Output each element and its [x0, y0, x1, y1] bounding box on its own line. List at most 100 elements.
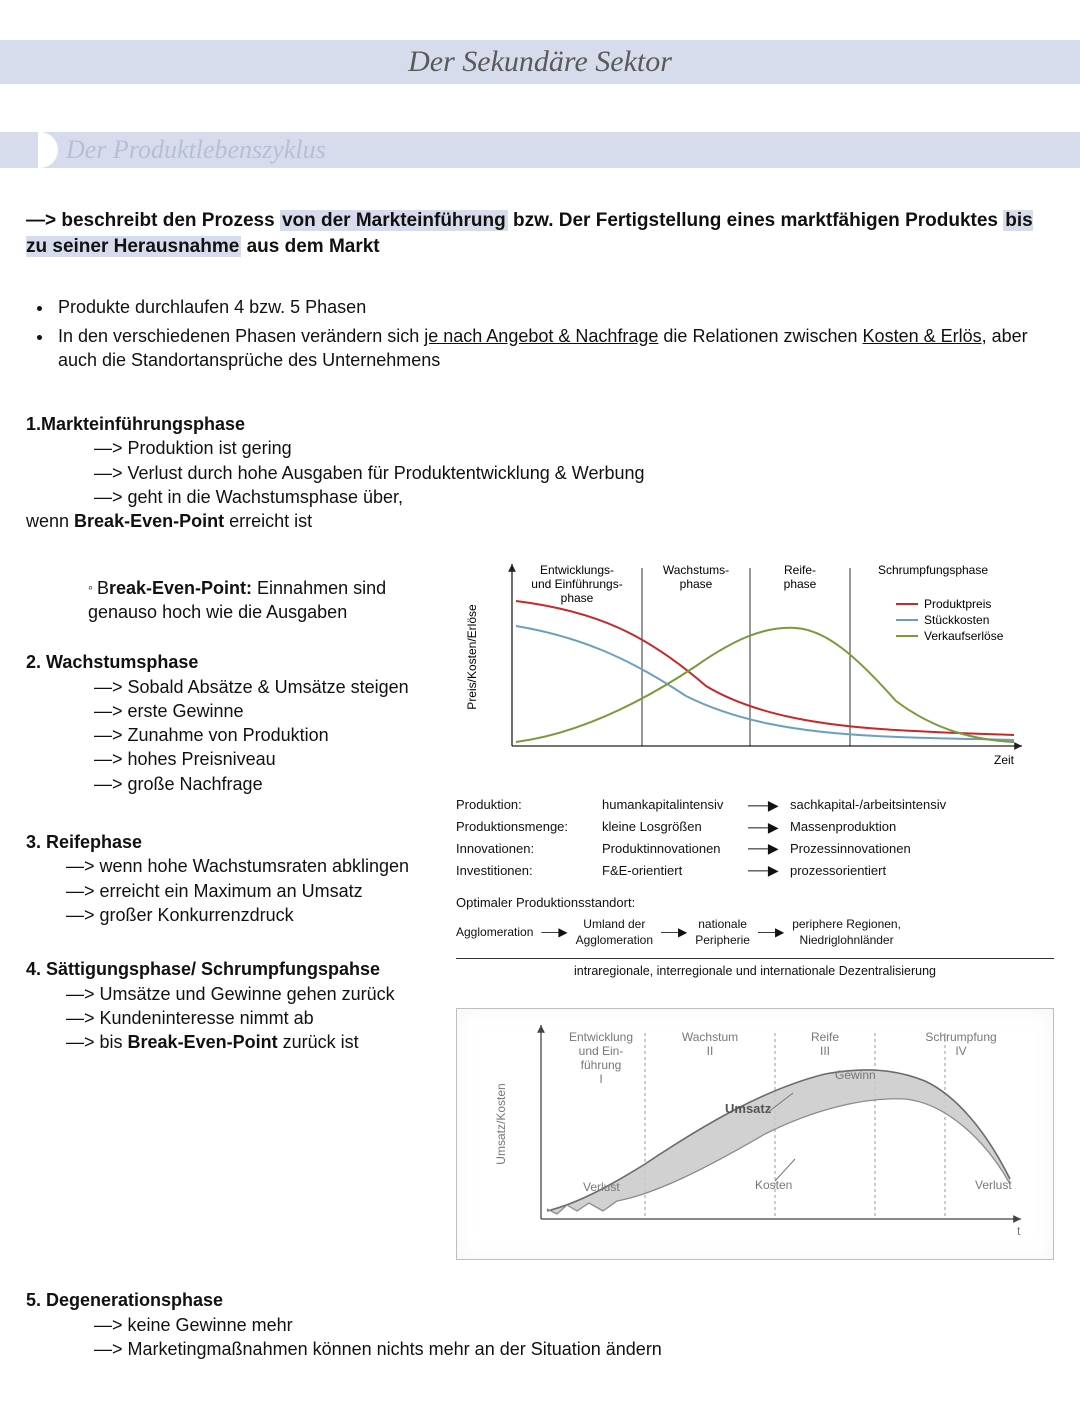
- svg-text:Kosten: Kosten: [755, 1178, 792, 1192]
- right-column: Entwicklungs-und Einführungs-phaseWachst…: [456, 556, 1054, 1261]
- row-value-1: humankapitalintensiv: [602, 796, 742, 814]
- table-row: Investitionen: F&E-orientiert ──▶ prozes…: [456, 861, 1054, 880]
- row-value-2: Massenproduktion: [790, 818, 960, 836]
- table-row: Produktion: humankapitalintensiv ──▶ sac…: [456, 796, 1054, 815]
- phase-line: —> große Nachfrage: [94, 772, 436, 796]
- phase-bold: Break-Even-Point: [128, 1032, 278, 1052]
- circle-bullet-icon: ◦: [88, 579, 93, 595]
- svg-text:Zeit: Zeit: [994, 753, 1015, 767]
- lifecycle-chart: Entwicklungs-und Einführungs-phaseWachst…: [456, 556, 1054, 786]
- phase-4-title: 4. Sättigungsphase/ Schrumpfungspahse: [26, 957, 436, 981]
- svg-text:II: II: [707, 1044, 714, 1058]
- location-block: Optimaler Produktionsstandort: Agglomera…: [456, 894, 1054, 980]
- left-column: ◦Break-Even-Point: Einnahmen sind genaus…: [26, 556, 436, 1077]
- intro-highlight-1: von der Markteinführung: [280, 210, 508, 231]
- svg-text:Stückkosten: Stückkosten: [924, 613, 989, 627]
- phase-1-block: 1.Markteinführungsphase —> Produktion is…: [26, 412, 1054, 533]
- bullet-text: In den verschiedenen Phasen verändern si…: [58, 326, 424, 346]
- phase-line: —> bis Break-Even-Point zurück ist: [66, 1030, 436, 1054]
- intro-text: bzw. Der Fertigstellung eines marktfähig…: [508, 210, 1004, 231]
- location-stage: Agglomeration: [456, 924, 533, 940]
- svg-text:I: I: [599, 1072, 602, 1086]
- phase-3-title: 3. Reifephase: [26, 830, 436, 854]
- svg-text:Verlust: Verlust: [583, 1180, 620, 1194]
- svg-text:Umsatz: Umsatz: [725, 1101, 772, 1116]
- intro-bullets: Produkte durchlaufen 4 bzw. 5 Phasen In …: [54, 295, 1054, 372]
- row-value-2: Prozessinnovationen: [790, 840, 960, 858]
- table-row: Produktionsmenge: kleine Losgrößen ──▶ M…: [456, 818, 1054, 837]
- lifecycle-chart-svg: Entwicklungs-und Einführungs-phaseWachst…: [456, 556, 1046, 786]
- svg-text:IV: IV: [955, 1044, 966, 1058]
- phase-line: —> Kundeninteresse nimmt ab: [66, 1006, 436, 1030]
- arrow-icon: ──▶: [748, 796, 784, 815]
- phase-line: —> Umsätze und Gewinne gehen zurück: [66, 982, 436, 1006]
- phase-line: —> erste Gewinne: [94, 699, 436, 723]
- row-value-2: sachkapital-/arbeitsintensiv: [790, 796, 960, 814]
- svg-text:phase: phase: [561, 591, 594, 605]
- row-value-1: Produktinnovationen: [602, 840, 742, 858]
- row-value-1: kleine Losgrößen: [602, 818, 742, 836]
- phase-2-title: 2. Wachstumsphase: [26, 650, 436, 674]
- section-title: Der Produktlebenszyklus: [66, 132, 326, 167]
- phase-1-title: 1.Markteinführungsphase: [26, 412, 1054, 436]
- row-label: Produktion:: [456, 796, 596, 814]
- umsatz-kosten-chart-svg: Entwicklungund Ein-führungIWachstumIIRei…: [465, 1019, 1045, 1249]
- svg-text:Umsatz/Kosten: Umsatz/Kosten: [494, 1083, 508, 1164]
- svg-text:und Ein-: und Ein-: [579, 1044, 624, 1058]
- phase-line: —> großer Konkurrenzdruck: [66, 903, 436, 927]
- arrow-icon: ──▶: [748, 818, 784, 837]
- phase-line: —> keine Gewinne mehr: [94, 1313, 1054, 1337]
- svg-text:Preis/Kosten/Erlöse: Preis/Kosten/Erlöse: [465, 604, 479, 710]
- svg-text:phase: phase: [680, 577, 713, 591]
- intro-text: aus dem Markt: [241, 236, 379, 257]
- bullet-underline: Kosten & Erlös: [863, 326, 982, 346]
- svg-text:phase: phase: [784, 577, 817, 591]
- svg-text:t: t: [1017, 1224, 1021, 1238]
- svg-text:Wachstums-: Wachstums-: [663, 563, 729, 577]
- phase-line: —> Sobald Absätze & Umsätze steigen: [94, 675, 436, 699]
- arrow-icon: ──▶: [537, 924, 571, 940]
- svg-text:Entwicklung: Entwicklung: [569, 1030, 633, 1044]
- phase-1-lines: —> Produktion ist gering —> Verlust durc…: [94, 436, 1054, 509]
- bullet-item: In den verschiedenen Phasen verändern si…: [54, 324, 1054, 373]
- note-text: erreicht ist: [224, 511, 312, 531]
- bullet-text: die Relationen zwischen: [658, 326, 862, 346]
- arrow-icon: ──▶: [748, 861, 784, 880]
- document-body: —> beschreibt den Prozess von der Markte…: [0, 168, 1080, 1403]
- svg-text:Produktpreis: Produktpreis: [924, 597, 991, 611]
- phase-line: —> Verlust durch hohe Ausgaben für Produ…: [94, 461, 1054, 485]
- svg-text:Wachstum: Wachstum: [682, 1030, 738, 1044]
- phase-line: —> Produktion ist gering: [94, 436, 1054, 460]
- location-stage: nationalePeripherie: [695, 916, 750, 948]
- arrow-icon: ──▶: [754, 924, 788, 940]
- row-label: Investitionen:: [456, 862, 596, 880]
- bullet-underline: je nach Angebot & Nachfrage: [424, 326, 658, 346]
- phase-2-block: 2. Wachstumsphase —> Sobald Absätze & Um…: [26, 650, 436, 796]
- table-row: Innovationen: Produktinnovationen ──▶ Pr…: [456, 839, 1054, 858]
- phase-line: —> Zunahme von Produktion: [94, 723, 436, 747]
- location-title: Optimaler Produktionsstandort:: [456, 894, 1054, 912]
- phase-line: —> hohes Preisniveau: [94, 747, 436, 771]
- phase-1-note: wenn Break-Even-Point erreicht ist: [26, 509, 1054, 533]
- svg-text:Reife-: Reife-: [784, 563, 816, 577]
- svg-text:III: III: [820, 1044, 830, 1058]
- svg-text:Schrumpfung: Schrumpfung: [925, 1030, 996, 1044]
- row-value-2: prozessorientiert: [790, 862, 960, 880]
- location-footer: intraregionale, interregionale und inter…: [456, 958, 1054, 980]
- note-bold: Break-Even-Point: [74, 511, 224, 531]
- location-row: Agglomeration ──▶ Umland derAgglomeratio…: [456, 916, 1054, 948]
- phase-5-block: 5. Degenerationsphase —> keine Gewinne m…: [26, 1288, 1054, 1361]
- phase-4-lines: —> Umsätze und Gewinne gehen zurück —> K…: [66, 982, 436, 1055]
- svg-text:Schrumpfungsphase: Schrumpfungsphase: [878, 563, 988, 577]
- phase-line: —> Marketingmaßnahmen können nichts mehr…: [94, 1337, 1054, 1361]
- phase-5-lines: —> keine Gewinne mehr —> Marketingmaßnah…: [94, 1313, 1054, 1362]
- row-label: Innovationen:: [456, 840, 596, 858]
- svg-text:Reife: Reife: [811, 1030, 839, 1044]
- row-label: Produktionsmenge:: [456, 818, 596, 836]
- note-text: wenn: [26, 511, 74, 531]
- phase-5-title: 5. Degenerationsphase: [26, 1288, 1054, 1312]
- phase-line: —> erreicht ein Maximum an Umsatz: [66, 879, 436, 903]
- bep-text: B: [97, 578, 109, 598]
- phase-line: —> wenn hohe Wachstumsraten abklingen: [66, 854, 436, 878]
- arrow-icon: ──▶: [748, 839, 784, 858]
